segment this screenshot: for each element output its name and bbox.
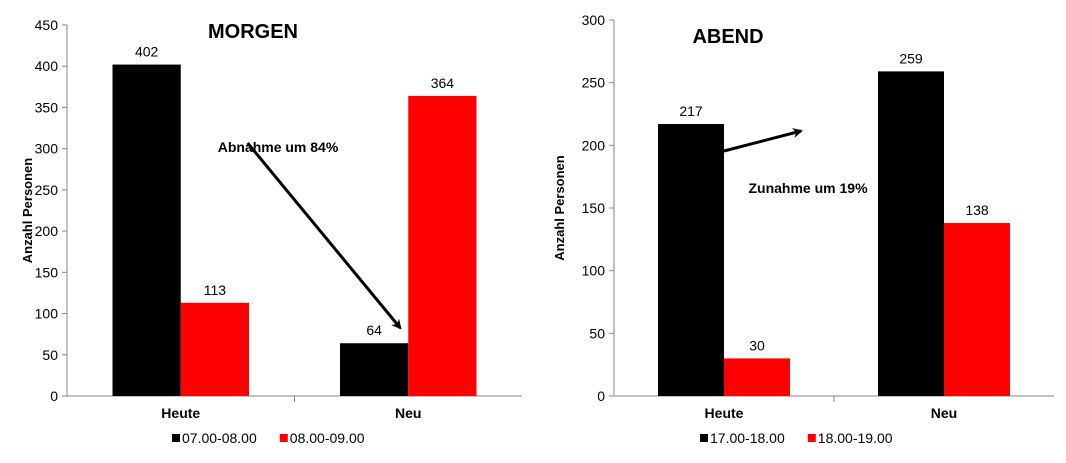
chart-title: ABEND [692, 26, 763, 48]
bar-18.00-19.00-Heute [724, 358, 790, 396]
annotation-text: Abnahme um 84% [218, 139, 339, 155]
annotation-arrow [246, 142, 402, 330]
y-tick-label: 300 [35, 141, 59, 157]
y-tick-label: 150 [35, 264, 59, 280]
y-tick-label: 400 [35, 58, 59, 74]
legend-label: 07.00-08.00 [182, 430, 257, 446]
y-tick-label: 300 [582, 12, 606, 28]
y-tick-label: 0 [50, 388, 58, 404]
chart-title: MORGEN [208, 21, 298, 43]
bar-18.00-19.00-Neu [944, 223, 1010, 396]
bar-07.00-08.00-Heute [112, 64, 181, 396]
y-tick-label: 0 [597, 388, 605, 404]
y-tick-label: 350 [35, 99, 59, 115]
bar-17.00-18.00-Heute [658, 124, 724, 396]
y-tick-label: 50 [589, 325, 605, 341]
y-axis-title: Anzahl Personen [20, 158, 35, 264]
y-tick-label: 250 [35, 182, 59, 198]
y-tick-label: 450 [35, 17, 59, 33]
legend-swatch-08.00-09.00 [279, 434, 288, 442]
bar-value-label: 64 [366, 322, 382, 338]
legend-swatch-17.00-18.00 [700, 434, 708, 442]
legend-label: 18.00-19.00 [818, 430, 893, 446]
y-tick-label: 100 [582, 263, 606, 279]
bar-value-label: 30 [749, 337, 765, 353]
y-tick-label: 150 [582, 200, 606, 216]
bar-17.00-18.00-Neu [878, 71, 944, 397]
annotation-text: Zunahme um 19% [748, 180, 868, 196]
chart-panel-morgen: 0 50 100 150 200 250 300 350 400 450 Anzahl Person… [20, 17, 522, 446]
bar-value-label: 259 [899, 50, 923, 66]
chart-panel-abend: 0 50 100 150 200 250 300 Anzahl Personen Heute 21… [552, 12, 1054, 446]
bar-value-label: 138 [965, 202, 989, 218]
x-category-label: Heute [705, 405, 744, 421]
annotation-arrow [723, 128, 803, 153]
bar-value-label: 364 [431, 75, 455, 91]
x-category-label: Neu [931, 405, 957, 421]
bar-08.00-09.00-Neu [408, 95, 477, 396]
legend-label: 08.00-09.00 [290, 430, 365, 446]
legend-label: 17.00-18.00 [710, 430, 785, 446]
y-tick-label: 100 [35, 306, 59, 322]
bar-07.00-08.00-Neu [340, 343, 409, 396]
bar-value-label: 217 [679, 103, 703, 119]
y-tick-label: 200 [35, 223, 59, 239]
y-tick-label: 50 [42, 347, 58, 363]
y-tick-label: 200 [582, 137, 606, 153]
bar-value-label: 402 [135, 44, 159, 60]
legend-swatch-18.00-19.00 [807, 434, 816, 442]
x-category-label: Neu [395, 405, 421, 421]
bar-08.00-09.00-Heute [180, 302, 249, 396]
x-category-label: Heute [161, 405, 200, 421]
y-tick-label: 250 [582, 75, 606, 91]
y-axis-title: Anzahl Personen [552, 155, 567, 261]
bar-value-label: 113 [204, 282, 227, 298]
legend-swatch-07.00-08.00 [172, 434, 180, 442]
